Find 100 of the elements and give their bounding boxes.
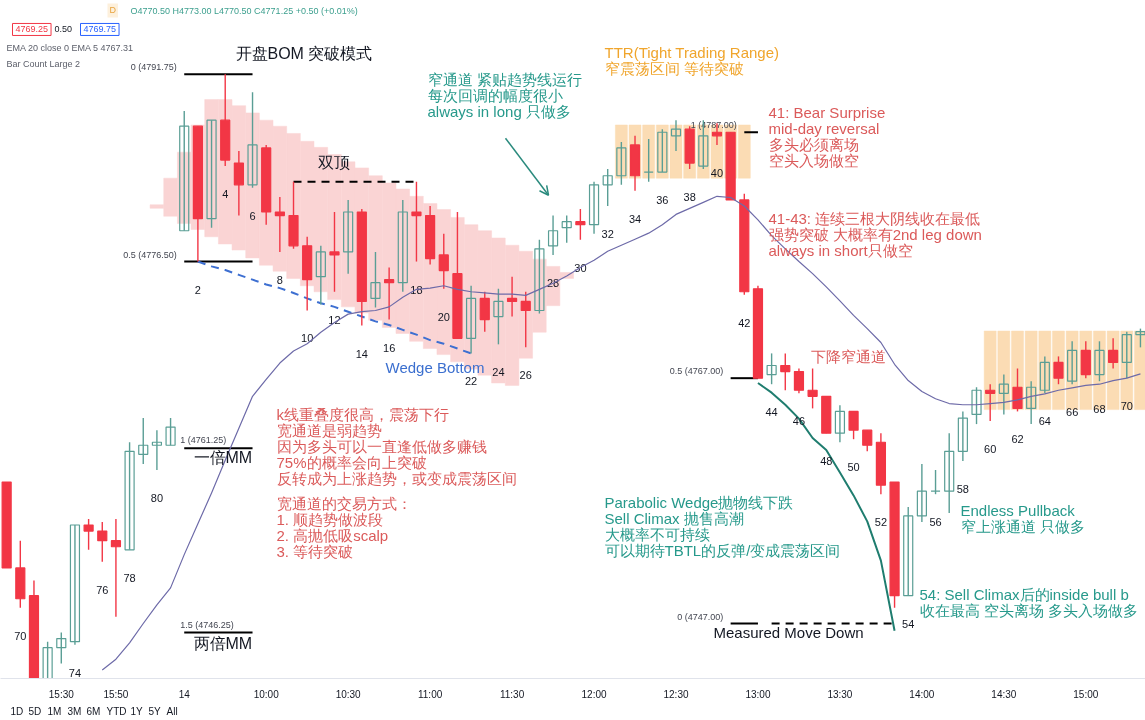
candlestick [602, 168, 613, 207]
text: YTD [106, 706, 127, 717]
annotation: 强势突破 大概率有2nd leg down [768, 225, 982, 243]
x-tick-label: 12:30 [663, 688, 689, 700]
candlestick [165, 417, 176, 446]
text: EMA 20 close 0 EMA 5 4767.31 [6, 43, 134, 54]
annotation: 每次回调的幅度很小 [427, 86, 563, 104]
candlestick [807, 367, 818, 410]
annotation: k线重叠度很高，震荡下行 [276, 406, 449, 424]
text: 26 [519, 369, 532, 382]
x-tick-label: 15:50 [103, 688, 129, 700]
candlestick [848, 410, 859, 440]
text: 66 [1066, 406, 1079, 419]
text: 50 [847, 461, 860, 474]
annotation: 3. 等待突破 [276, 543, 354, 561]
series-label: 1 (4761.25) [180, 435, 227, 446]
annotation: 窄上涨通道 只做多 [960, 518, 1085, 536]
text: All [166, 706, 178, 717]
annotation: 75%的概率会向上突破 [276, 454, 427, 472]
candlestick [944, 432, 955, 514]
text: D [109, 5, 117, 16]
text: 24 [492, 366, 505, 379]
x-tick-label: 14:30 [991, 688, 1017, 700]
annotation: Parabolic Wedge抛物线下跌 [604, 494, 794, 512]
candlestick [561, 214, 572, 244]
text: 44 [765, 406, 778, 419]
text: 1D [10, 706, 24, 717]
candlestick [1135, 327, 1145, 349]
annotation: Wedge Bottom [385, 359, 485, 377]
candlestick [862, 429, 873, 452]
text: 6M [86, 706, 101, 717]
text: 22 [464, 375, 478, 388]
x-tick-label: 13:30 [827, 688, 853, 700]
text: 68 [1093, 403, 1106, 416]
text: 70 [1120, 400, 1133, 413]
text: 54 [902, 617, 915, 630]
candlestick [930, 469, 941, 495]
series-label: 0.5 (4776.50) [123, 249, 177, 260]
x-tick-label: 10:30 [335, 688, 362, 700]
text: 70 [14, 629, 27, 642]
annotation: 一倍MM [193, 449, 253, 467]
x-tick-label: 11:00 [417, 688, 443, 700]
x-tick-label: 14 [178, 688, 191, 700]
candlestick [42, 640, 53, 679]
text: 78 [123, 571, 136, 584]
text: 18 [410, 283, 423, 296]
text: 4 [222, 188, 229, 201]
text: 34 [628, 212, 642, 225]
annotation: 反转成为上涨趋势，或变成震荡区间 [276, 470, 517, 488]
annotation: 54: Sell Climax后的inside bull b [919, 586, 1129, 604]
text: 14 [355, 347, 368, 360]
text: 58 [956, 482, 969, 495]
text: 10 [301, 332, 314, 345]
annotation: 41-43: 连续三根大阴线收在最低 [768, 209, 981, 227]
series-label: 0 (4791.75) [130, 62, 177, 73]
candlestick [780, 352, 791, 391]
candlestick [971, 386, 982, 425]
annotation: 窄通道 紧贴趋势线运行 [427, 70, 582, 88]
candlestick [903, 506, 914, 597]
x-tick-label: 14:00 [909, 688, 935, 700]
annotation: 两倍MM [193, 635, 253, 653]
candlestick [124, 441, 135, 551]
candlestick [56, 631, 67, 665]
x-tick-label: 15:00 [1073, 688, 1099, 700]
annotation: Measured Move Down [713, 624, 864, 642]
candlestick [506, 275, 518, 318]
text: 5Y [148, 706, 162, 717]
x-tick-label: 11:30 [499, 688, 525, 700]
annotation: 2. 高抛低吸scalp [276, 527, 389, 545]
text: 36 [656, 194, 669, 207]
text: 40 [710, 166, 724, 179]
candlestick [69, 524, 81, 646]
text: Bar Count Large 2 [6, 59, 81, 70]
text: 60 [984, 443, 997, 456]
series-label: 0 (4747.00) [677, 611, 724, 622]
annotation: 因为多头可以一直逢低做多赚钱 [276, 438, 487, 456]
x-tick-label: 12:00 [581, 688, 607, 700]
text: O4770.50 H4773.00 L4770.50 C4771.25 +0.50 (+0.01%) [130, 6, 358, 17]
text: 6 [249, 209, 256, 222]
text: 52 [874, 516, 888, 529]
candlestick [588, 181, 600, 235]
candlestick [575, 208, 586, 241]
text: 3M [67, 706, 82, 717]
candlestick [766, 352, 777, 385]
annotation: 宽通道是弱趋势 [276, 422, 382, 440]
text: 1M [47, 706, 62, 717]
annotation: Endless Pullback [960, 502, 1076, 520]
annotation: 41: Bear Surprise [768, 103, 886, 121]
text: 80 [150, 492, 164, 505]
candlestick [97, 521, 108, 563]
text: 62 [1011, 433, 1024, 446]
x-tick-label: 15:30 [48, 688, 75, 700]
text: 4769.25 [15, 24, 49, 35]
candlestick [916, 463, 927, 523]
annotation: 空头入场做空 [768, 151, 859, 169]
text: 74 [68, 666, 82, 679]
annotation: 下降窄通道 [810, 348, 886, 366]
text: 开盘BOM 突破模式 [235, 44, 373, 62]
candlestick [479, 291, 490, 333]
text: 12 [328, 313, 341, 326]
